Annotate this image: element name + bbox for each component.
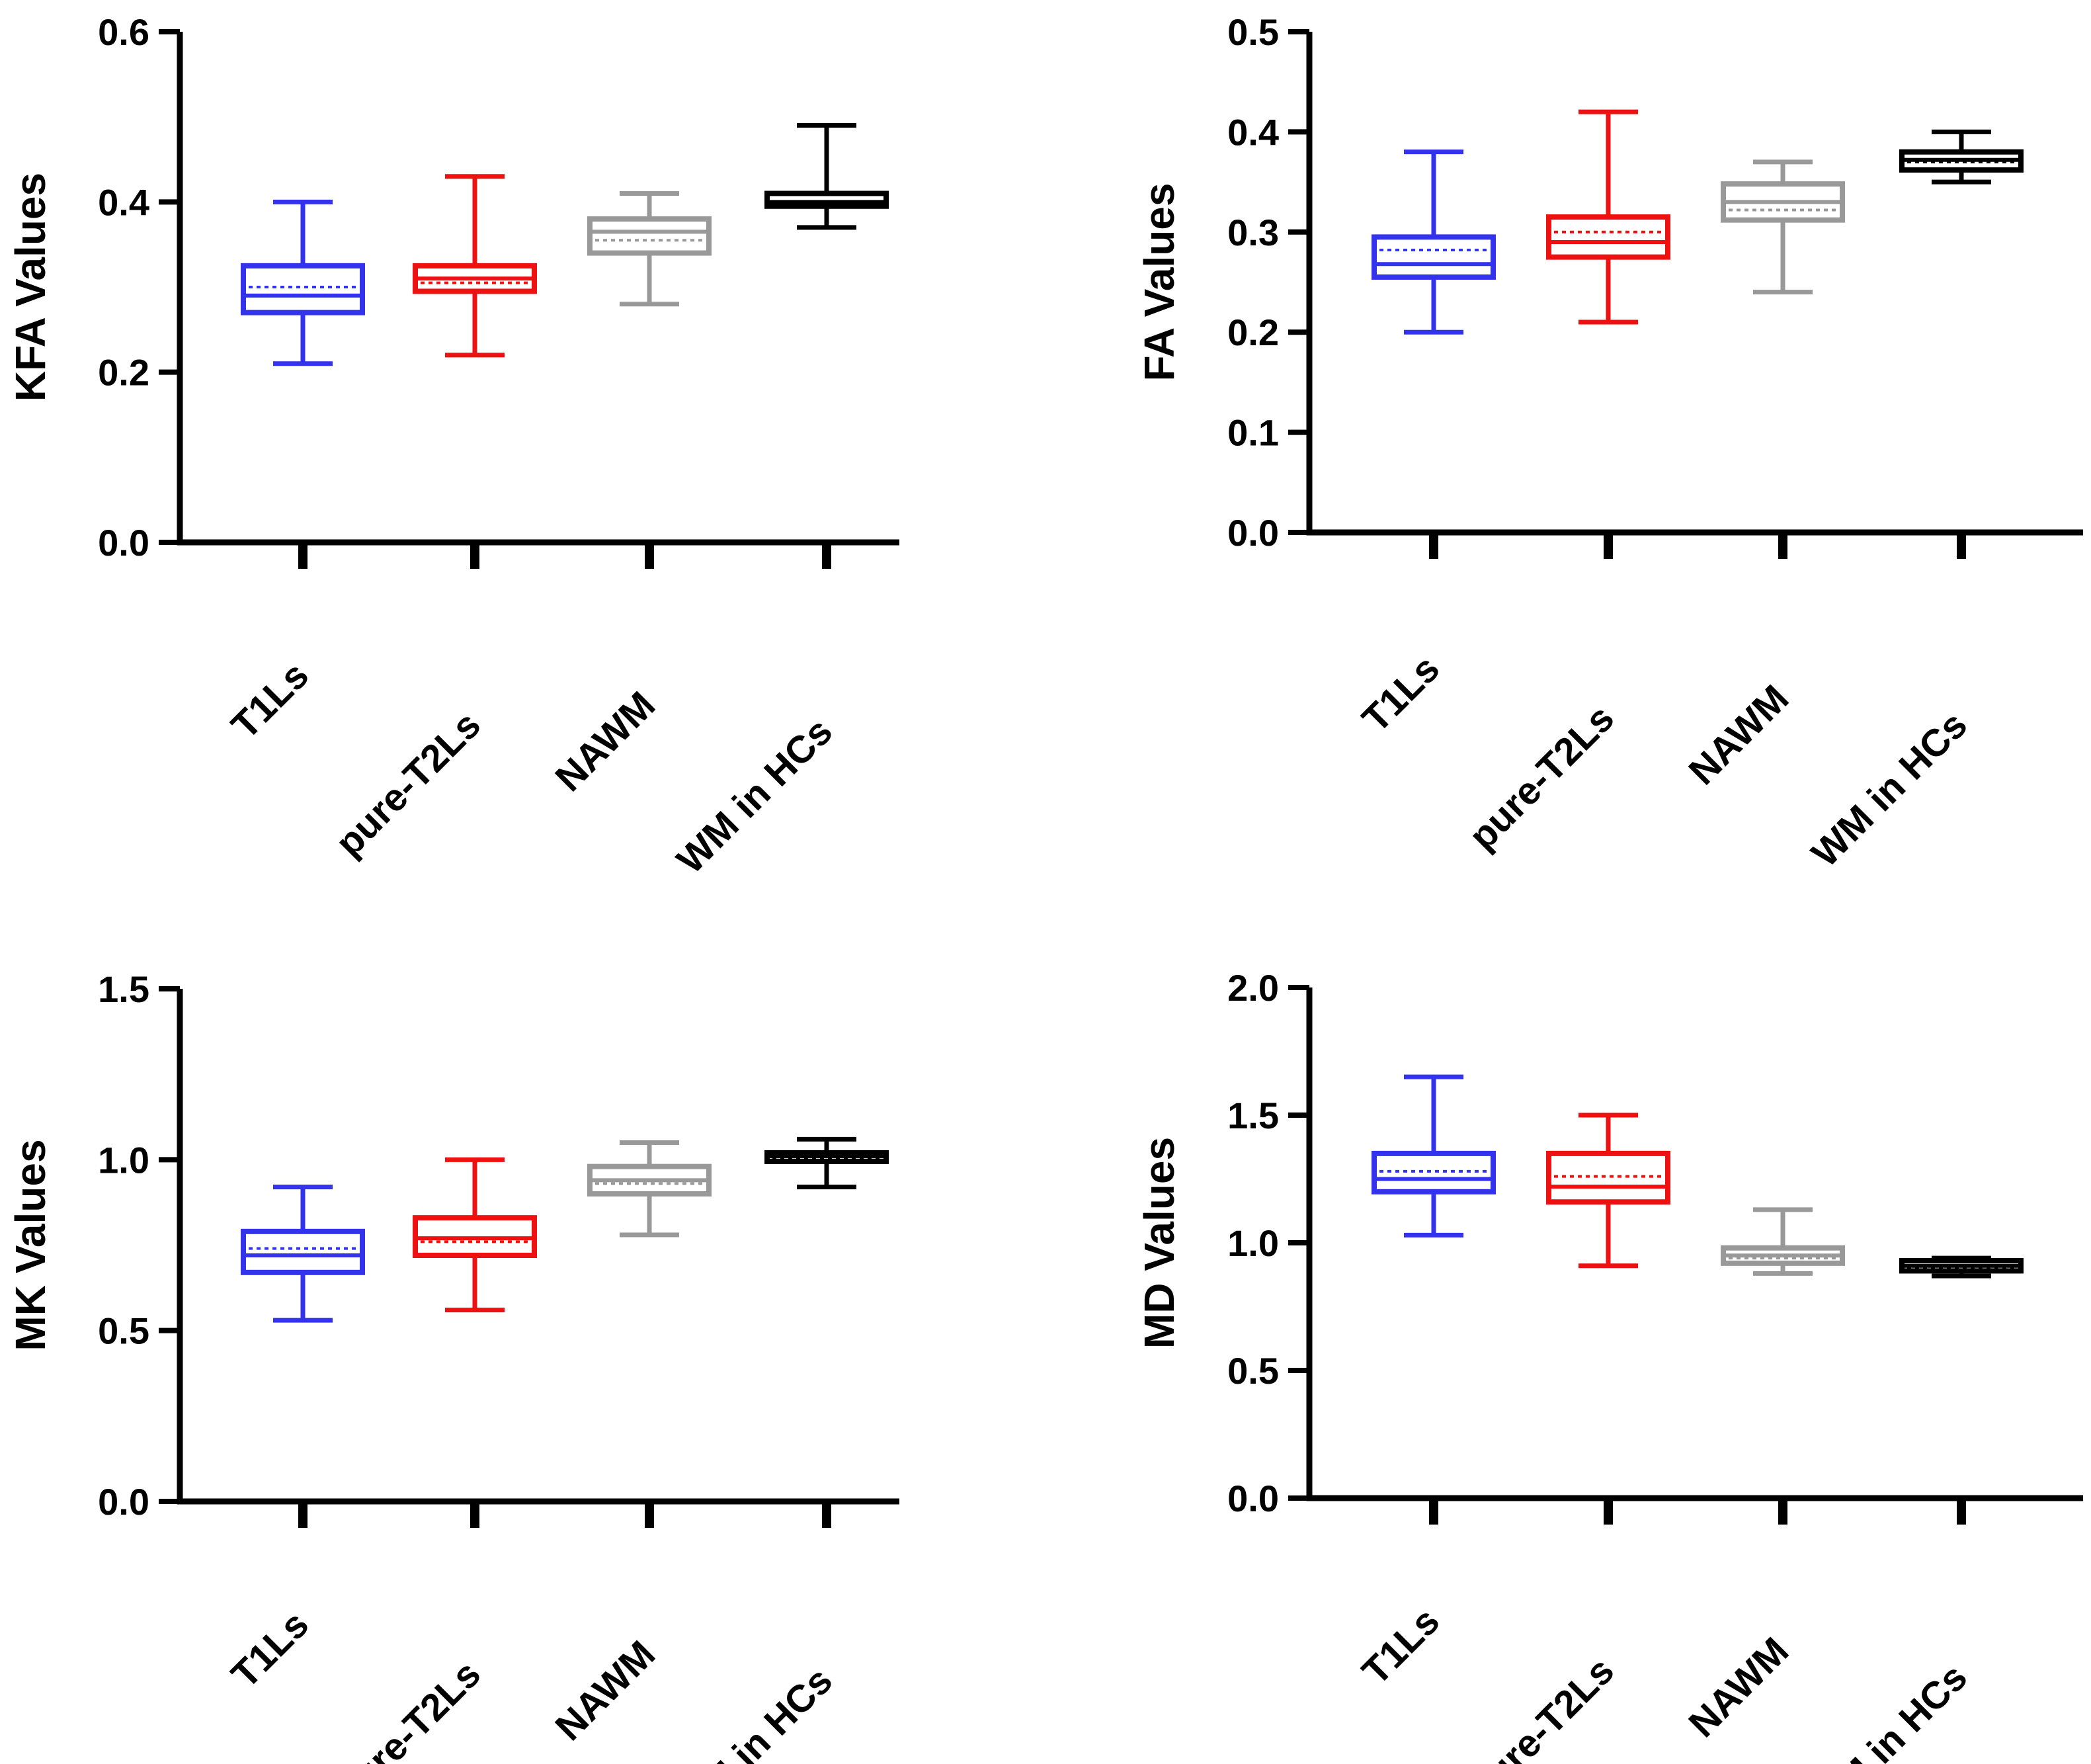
y-tick-label: 0.2 (98, 352, 149, 394)
category-label: pure-T2Ls (327, 703, 489, 864)
iqr-box (1372, 1150, 1496, 1195)
box-pure-t2ls (413, 174, 537, 358)
category-label: pure-T2Ls (327, 1652, 489, 1764)
box-pure-t2ls (1546, 1113, 1670, 1269)
box-pure-t2ls (413, 1157, 537, 1313)
y-tick-label: 0.0 (98, 1481, 149, 1523)
category-label: NAWM (547, 1632, 663, 1749)
y-axis-label: MD Values (1135, 1137, 1183, 1349)
box-wm-in-hcs (1899, 1255, 2024, 1279)
box-nawm (1721, 159, 1845, 295)
category-label: T1Ls (1354, 647, 1448, 741)
category-label: NAWM (1680, 1629, 1797, 1745)
y-tick-label: 1.5 (1227, 1095, 1279, 1136)
y-axis-label: MK Values (7, 1139, 54, 1351)
box-nawm (587, 1140, 712, 1238)
category-label: NAWM (547, 683, 663, 800)
y-tick-label: 1.0 (1227, 1222, 1279, 1264)
category-label: T1Ls (224, 1603, 317, 1697)
y-tick-label: 1.5 (98, 968, 149, 1010)
iqr-box (587, 216, 712, 256)
y-tick-label: 1.0 (98, 1139, 149, 1181)
y-tick-label: 0.3 (1227, 212, 1279, 253)
y-tick-label: 0.5 (1227, 11, 1279, 53)
y-axis-label: KFA Values (7, 173, 54, 401)
y-tick-label: 0.1 (1227, 412, 1279, 454)
category-label: WM in HCs (1803, 1656, 1975, 1764)
box-nawm (587, 190, 712, 307)
iqr-box (241, 1228, 365, 1275)
category-label: T1Ls (1354, 1599, 1448, 1693)
category-label: pure-T2Ls (1461, 1649, 1622, 1764)
category-label: WM in HCs (1803, 703, 1975, 875)
category-label: T1Ls (224, 653, 317, 747)
fa-panel: 0.0 0.1 0.2 0.3 0.4 0.5 FA Values T1Lspure-T2Ls… (1135, 11, 2083, 875)
box-wm-in-hcs (764, 123, 889, 230)
y-tick-label: 0.5 (1227, 1350, 1279, 1392)
y-tick-label: 0.4 (98, 181, 149, 223)
y-tick-label: 0.0 (1227, 512, 1279, 554)
y-tick-label: 0.4 (1227, 111, 1279, 153)
category-label: NAWM (1680, 677, 1797, 793)
box-t1ls (241, 199, 365, 366)
iqr-box (1546, 214, 1670, 260)
y-tick-label: 0.0 (1227, 1478, 1279, 1519)
iqr-box (1372, 234, 1496, 280)
iqr-box (1546, 1150, 1670, 1205)
box-t1ls (1372, 1074, 1496, 1238)
category-label: WM in HCs (669, 1659, 840, 1764)
category-label: pure-T2Ls (1461, 696, 1622, 858)
box-t1ls (241, 1185, 365, 1323)
y-tick-label: 0.2 (1227, 312, 1279, 353)
y-tick-label: 0.5 (98, 1310, 149, 1352)
y-axis-label: FA Values (1135, 183, 1183, 382)
box-wm-in-hcs (764, 1136, 889, 1190)
y-tick-label: 0.0 (98, 522, 149, 564)
category-label: WM in HCs (669, 710, 840, 882)
iqr-box (241, 263, 365, 315)
y-tick-label: 2.0 (1227, 967, 1279, 1009)
box-pure-t2ls (1546, 109, 1670, 325)
iqr-box (764, 190, 889, 209)
box-wm-in-hcs (1899, 129, 2024, 185)
y-tick-label: 0.6 (98, 11, 149, 53)
box-nawm (1721, 1207, 1845, 1276)
box-t1ls (1372, 149, 1496, 335)
